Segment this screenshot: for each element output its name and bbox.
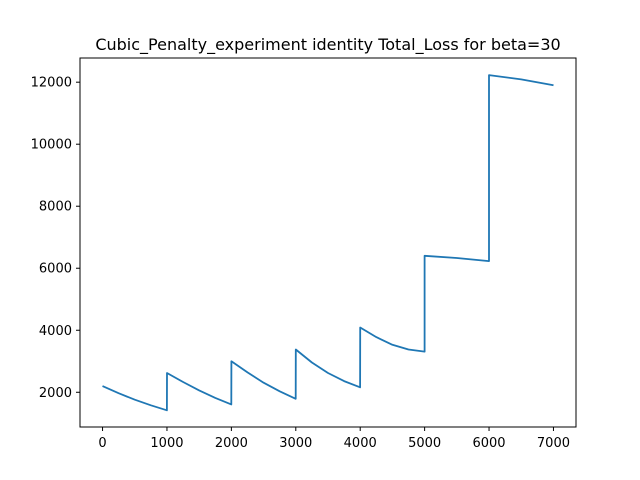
chart-title: Cubic_Penalty_experiment identity Total_… (95, 35, 560, 55)
x-tick-label: 6000 (472, 436, 505, 451)
x-tick-label: 0 (98, 436, 106, 451)
y-axis-ticks: 2000 4000 6000 8000 10000 12000 (31, 76, 80, 401)
x-tick-label: 1000 (150, 436, 183, 451)
x-tick-label: 3000 (279, 436, 312, 451)
x-axis-ticks: 0 1000 2000 3000 4000 5000 6000 7000 (98, 427, 570, 451)
x-tick-label: 4000 (344, 436, 377, 451)
x-tick-label: 2000 (215, 436, 248, 451)
y-tick-label: 12000 (31, 76, 72, 91)
plot-area-frame (79, 57, 577, 428)
y-tick-label: 4000 (39, 324, 72, 339)
y-tick-label: 6000 (39, 262, 72, 277)
y-tick-label: 8000 (39, 200, 72, 215)
series-line (102, 74, 554, 412)
y-tick-label: 10000 (31, 138, 72, 153)
x-tick-label: 5000 (408, 436, 441, 451)
x-tick-label: 7000 (537, 436, 570, 451)
y-tick-label: 2000 (39, 386, 72, 401)
